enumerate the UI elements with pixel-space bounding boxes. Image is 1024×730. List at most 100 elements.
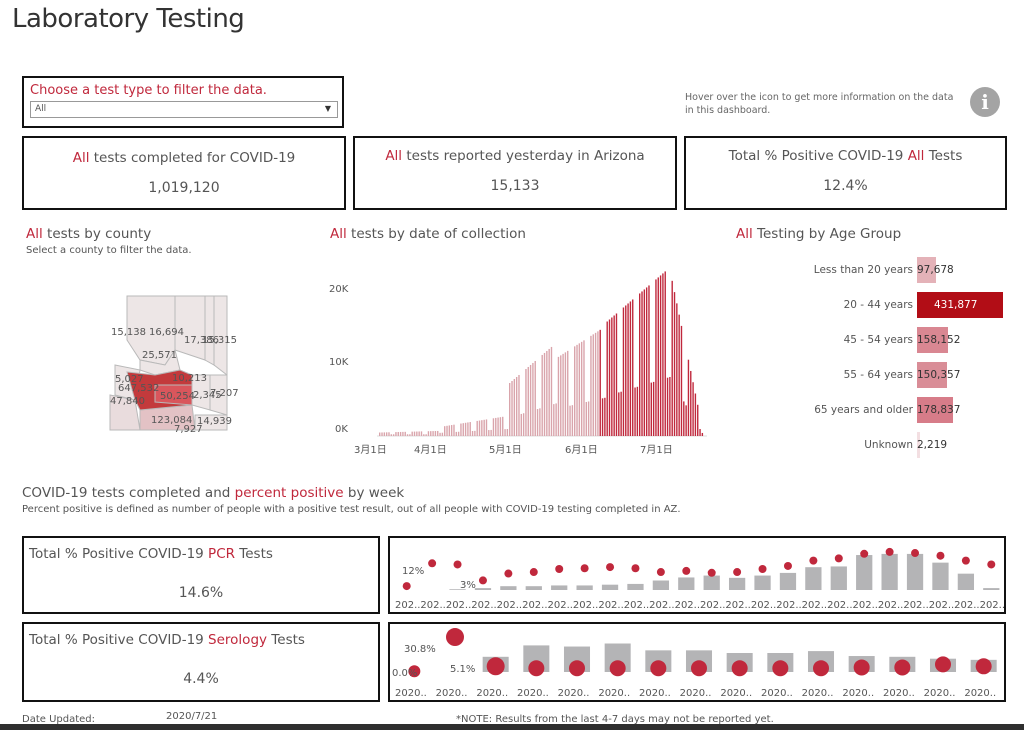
weekly-bar[interactable] bbox=[805, 567, 822, 590]
date-bar[interactable] bbox=[643, 289, 646, 436]
date-bar[interactable] bbox=[492, 418, 495, 436]
date-bar[interactable] bbox=[467, 422, 469, 436]
percent-positive-dot[interactable] bbox=[772, 660, 789, 677]
date-bar[interactable] bbox=[402, 431, 404, 436]
date-bar[interactable] bbox=[599, 329, 601, 436]
date-bar[interactable] bbox=[594, 332, 597, 436]
date-bar[interactable] bbox=[515, 376, 518, 436]
date-bar[interactable] bbox=[597, 331, 599, 436]
weekly-bar[interactable] bbox=[728, 577, 746, 590]
date-bar[interactable] bbox=[618, 392, 620, 436]
date-bar[interactable] bbox=[541, 354, 543, 436]
date-bar[interactable] bbox=[385, 432, 388, 436]
date-bar[interactable] bbox=[513, 378, 516, 436]
percent-positive-dot[interactable] bbox=[809, 556, 818, 565]
date-bar[interactable] bbox=[571, 405, 574, 436]
date-bar[interactable] bbox=[622, 307, 625, 436]
percent-positive-dot[interactable] bbox=[682, 566, 691, 575]
date-bar[interactable] bbox=[692, 382, 694, 436]
date-bar[interactable] bbox=[543, 352, 546, 436]
date-bar[interactable] bbox=[585, 401, 587, 436]
date-bar[interactable] bbox=[680, 325, 683, 436]
date-bar[interactable] bbox=[650, 382, 652, 436]
date-bar[interactable] bbox=[434, 431, 437, 436]
weekly-bar[interactable] bbox=[754, 575, 771, 590]
percent-positive-dot[interactable] bbox=[911, 549, 920, 558]
date-bar[interactable] bbox=[648, 285, 650, 436]
date-bar[interactable] bbox=[469, 422, 471, 436]
date-bar[interactable] bbox=[615, 313, 618, 436]
weekly-bar[interactable] bbox=[627, 583, 644, 590]
weekly-bar[interactable] bbox=[957, 573, 975, 590]
weekly-bar[interactable] bbox=[703, 575, 720, 590]
age-group-bar[interactable] bbox=[917, 257, 937, 283]
date-bar[interactable] bbox=[555, 403, 557, 436]
weekly-bar[interactable] bbox=[881, 553, 898, 590]
date-bar[interactable] bbox=[425, 434, 427, 436]
date-bar[interactable] bbox=[564, 352, 567, 436]
percent-positive-dot[interactable] bbox=[860, 549, 869, 558]
date-bar[interactable] bbox=[437, 430, 439, 436]
date-bar[interactable] bbox=[504, 429, 506, 436]
percent-positive-dot[interactable] bbox=[813, 660, 829, 677]
date-bar[interactable] bbox=[481, 420, 483, 436]
weekly-bar[interactable] bbox=[551, 585, 568, 590]
date-bar[interactable] bbox=[495, 417, 497, 436]
date-bar[interactable] bbox=[632, 299, 634, 436]
percent-positive-dot[interactable] bbox=[453, 560, 462, 569]
date-bar[interactable] bbox=[569, 405, 571, 436]
weekly-bar[interactable] bbox=[525, 586, 542, 590]
date-bar[interactable] bbox=[548, 348, 550, 436]
date-bar[interactable] bbox=[420, 431, 423, 436]
age-group-bar[interactable] bbox=[917, 397, 953, 423]
percent-positive-dot[interactable] bbox=[936, 551, 945, 560]
date-bar[interactable] bbox=[395, 432, 397, 436]
date-bar[interactable] bbox=[411, 431, 413, 436]
date-bar[interactable] bbox=[444, 426, 446, 436]
test-type-select[interactable]: All ▼ bbox=[30, 101, 338, 118]
age-group-bar[interactable] bbox=[917, 362, 947, 388]
date-bar[interactable] bbox=[673, 292, 676, 436]
weekly-bar[interactable] bbox=[830, 566, 847, 590]
date-bar[interactable] bbox=[506, 429, 509, 436]
date-bar[interactable] bbox=[460, 423, 462, 436]
date-bar[interactable] bbox=[608, 319, 611, 436]
date-bar[interactable] bbox=[388, 432, 390, 436]
date-bar[interactable] bbox=[392, 434, 395, 436]
percent-positive-dot[interactable] bbox=[707, 568, 716, 577]
date-bar[interactable] bbox=[694, 393, 697, 436]
weekly-bar[interactable] bbox=[932, 562, 949, 590]
percent-positive-dot[interactable] bbox=[504, 569, 513, 578]
date-bar[interactable] bbox=[574, 346, 576, 436]
percent-positive-dot[interactable] bbox=[428, 559, 437, 568]
percent-positive-dot[interactable] bbox=[894, 659, 911, 676]
date-bar[interactable] bbox=[509, 382, 511, 436]
date-bar[interactable] bbox=[418, 431, 420, 436]
weekly-bar[interactable] bbox=[601, 584, 619, 590]
date-bar[interactable] bbox=[534, 360, 536, 436]
date-bar[interactable] bbox=[652, 381, 655, 436]
date-bar[interactable] bbox=[483, 419, 485, 436]
weekly-bar[interactable] bbox=[652, 580, 670, 591]
date-bar[interactable] bbox=[409, 434, 411, 436]
age-group-row[interactable]: 65 years and older 178,837 bbox=[736, 397, 1024, 423]
percent-positive-dot[interactable] bbox=[446, 628, 464, 647]
date-bar[interactable] bbox=[379, 432, 381, 436]
percent-positive-dot[interactable] bbox=[885, 547, 894, 556]
date-bar[interactable] bbox=[625, 305, 627, 436]
date-bar[interactable] bbox=[441, 432, 444, 436]
date-bar[interactable] bbox=[666, 377, 669, 436]
weekly-bar[interactable] bbox=[779, 572, 797, 590]
weekly-bar[interactable] bbox=[576, 585, 593, 590]
percent-positive-dot[interactable] bbox=[402, 582, 411, 591]
date-bar[interactable] bbox=[488, 430, 490, 436]
date-bar[interactable] bbox=[539, 408, 541, 436]
date-bar[interactable] bbox=[662, 273, 664, 436]
percent-positive-dot[interactable] bbox=[631, 564, 640, 573]
date-bar[interactable] bbox=[490, 429, 492, 436]
date-bar[interactable] bbox=[590, 335, 592, 436]
percent-positive-dot[interactable] bbox=[569, 660, 585, 677]
weekly-bar[interactable] bbox=[474, 588, 492, 590]
date-bar[interactable] bbox=[390, 434, 392, 436]
date-bar[interactable] bbox=[518, 374, 520, 436]
